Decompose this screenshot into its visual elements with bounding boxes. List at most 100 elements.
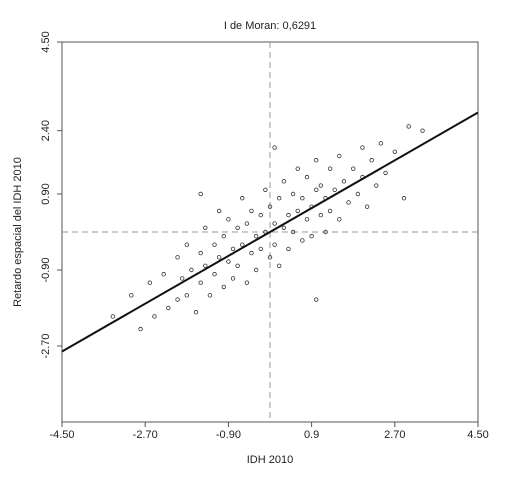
y-tick-label: 4.50 bbox=[40, 31, 52, 52]
point bbox=[318, 183, 324, 188]
x-axis-label: IDH 2010 bbox=[247, 454, 293, 466]
point bbox=[253, 267, 259, 273]
point bbox=[272, 145, 277, 150]
point bbox=[110, 314, 116, 319]
point bbox=[198, 191, 203, 197]
point bbox=[193, 310, 199, 315]
point bbox=[166, 305, 171, 311]
point bbox=[337, 217, 342, 222]
point bbox=[235, 263, 240, 268]
point bbox=[230, 276, 236, 281]
point bbox=[286, 246, 291, 252]
point bbox=[281, 225, 287, 230]
point bbox=[392, 149, 397, 154]
point bbox=[304, 217, 310, 222]
point bbox=[383, 170, 388, 176]
point bbox=[198, 250, 203, 256]
point bbox=[175, 297, 180, 302]
point bbox=[189, 267, 194, 273]
point bbox=[235, 225, 240, 230]
point bbox=[249, 250, 254, 256]
point bbox=[290, 191, 296, 197]
point bbox=[240, 242, 245, 247]
point bbox=[355, 191, 361, 197]
point bbox=[314, 158, 319, 163]
point bbox=[216, 255, 222, 260]
y-tick-label: 2.40 bbox=[40, 120, 52, 141]
point bbox=[337, 153, 342, 159]
point bbox=[309, 234, 314, 239]
point bbox=[138, 326, 143, 332]
y-tick-label: -2.70 bbox=[40, 333, 52, 358]
point bbox=[240, 196, 245, 201]
point bbox=[244, 280, 250, 285]
point bbox=[184, 293, 189, 298]
point bbox=[281, 179, 287, 184]
point bbox=[207, 293, 213, 298]
x-tick-label: -2.70 bbox=[133, 429, 158, 441]
point bbox=[304, 174, 310, 180]
point bbox=[152, 314, 157, 319]
point bbox=[267, 204, 273, 209]
point bbox=[175, 255, 180, 260]
point bbox=[129, 293, 134, 298]
point bbox=[406, 124, 411, 129]
point bbox=[147, 280, 153, 285]
point bbox=[374, 183, 379, 188]
point bbox=[221, 234, 226, 239]
point bbox=[253, 234, 259, 239]
x-tick-label: 4.50 bbox=[467, 429, 488, 441]
point bbox=[360, 145, 365, 150]
point bbox=[216, 208, 222, 214]
point bbox=[314, 187, 319, 192]
point bbox=[258, 246, 263, 252]
y-tick-label: -0.90 bbox=[40, 257, 52, 282]
point bbox=[332, 187, 337, 192]
point bbox=[230, 246, 236, 252]
point bbox=[300, 196, 305, 201]
point bbox=[318, 212, 324, 218]
point bbox=[179, 276, 185, 281]
point bbox=[327, 166, 333, 171]
point bbox=[212, 272, 217, 277]
point bbox=[249, 208, 254, 214]
point bbox=[263, 187, 268, 192]
point bbox=[244, 221, 250, 226]
point bbox=[184, 242, 189, 247]
point bbox=[295, 208, 300, 214]
point bbox=[203, 225, 208, 230]
point bbox=[198, 280, 203, 285]
point bbox=[364, 204, 370, 209]
point bbox=[272, 242, 277, 247]
point bbox=[226, 217, 231, 222]
point bbox=[378, 141, 384, 146]
point bbox=[314, 297, 319, 302]
y-axis-label: Retardo espacial del IDH 2010 bbox=[12, 157, 24, 307]
point bbox=[420, 128, 425, 133]
point bbox=[277, 196, 282, 201]
point bbox=[277, 263, 282, 268]
point bbox=[290, 229, 296, 235]
point bbox=[341, 179, 347, 184]
point bbox=[258, 212, 263, 218]
point bbox=[323, 229, 328, 235]
x-tick-label: -4.50 bbox=[49, 429, 74, 441]
trend-line bbox=[61, 111, 479, 353]
point bbox=[346, 200, 351, 205]
chart-title: I de Moran: 0,6291 bbox=[224, 20, 316, 32]
point bbox=[161, 272, 166, 277]
point bbox=[267, 255, 273, 260]
point bbox=[203, 263, 208, 268]
point bbox=[212, 242, 217, 247]
point bbox=[295, 166, 300, 171]
y-tick-label: 0.90 bbox=[40, 183, 52, 204]
x-tick-label: -0.90 bbox=[216, 429, 241, 441]
point bbox=[327, 208, 333, 214]
x-tick-label: 0.9 bbox=[304, 429, 319, 441]
point bbox=[401, 196, 407, 201]
point bbox=[300, 238, 305, 243]
x-tick-label: 2.70 bbox=[384, 429, 405, 441]
point bbox=[226, 259, 231, 264]
point bbox=[272, 221, 277, 226]
